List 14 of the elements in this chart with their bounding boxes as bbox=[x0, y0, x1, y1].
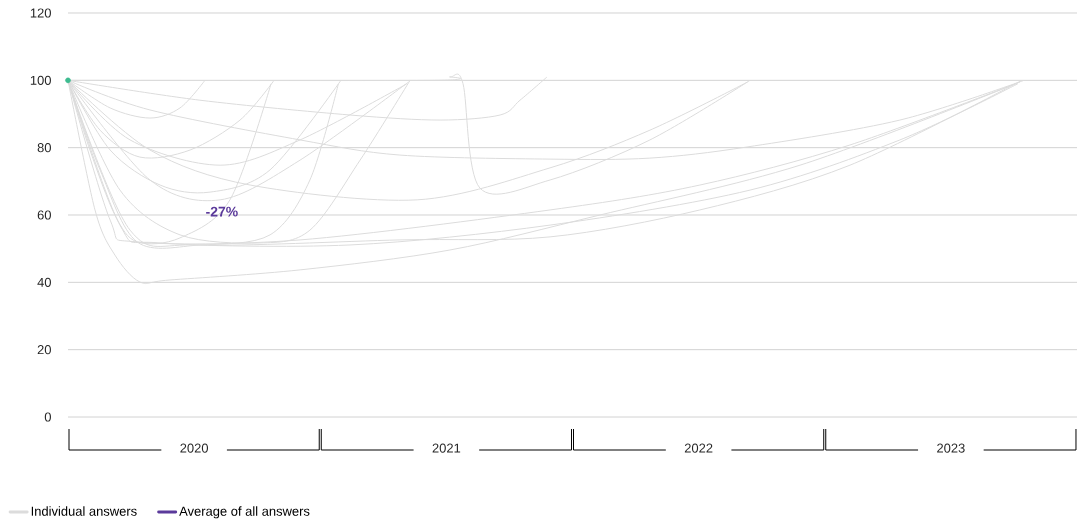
y-tick-label: 100 bbox=[30, 75, 51, 85]
x-tick-label: 2022 bbox=[684, 443, 713, 453]
x-tick-label: 2023 bbox=[937, 443, 965, 453]
y-tick-label: 60 bbox=[37, 210, 51, 220]
y-tick-label: 0 bbox=[44, 412, 51, 422]
y-tick-label: 80 bbox=[37, 143, 51, 153]
y-tick-label: 40 bbox=[37, 277, 51, 287]
legend-label: Average of all answers bbox=[179, 506, 310, 519]
annotation: -27% bbox=[206, 206, 238, 217]
y-tick-label: 120 bbox=[30, 8, 51, 18]
x-tick-label: 2020 bbox=[180, 443, 209, 453]
x-tick-label: 2021 bbox=[432, 443, 461, 453]
legend-label: Individual answers bbox=[31, 506, 137, 516]
y-tick-label: 20 bbox=[37, 345, 51, 355]
